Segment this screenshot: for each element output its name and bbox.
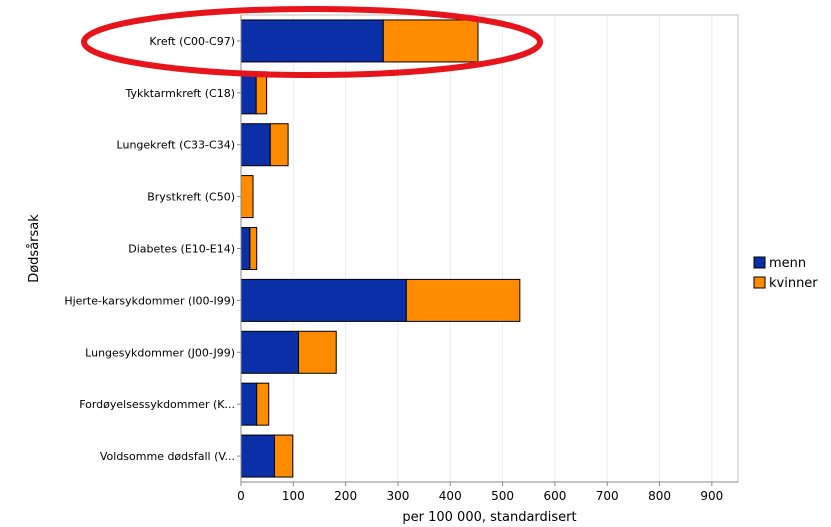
bar-kvinner (405, 278, 521, 322)
bar-menn (240, 330, 300, 374)
category-labels: Kreft (C00-C97) Tykktarmkreft (C18) Lungek… (64, 35, 235, 463)
category-label: Hjerte-karsykdommer (I00-I99) (64, 294, 235, 307)
bar-menn (240, 123, 271, 167)
bar-kvinner (255, 71, 268, 115)
category-label: Lungekreft (C33-C34) (117, 139, 235, 152)
category-label: Voldsomme dødsfall (V... (100, 450, 235, 463)
x-axis-title: per 100 000, standardisert (402, 510, 576, 525)
bar-menn (240, 227, 251, 270)
bar-kvinner (249, 227, 258, 270)
plot-area-frame (240, 14, 739, 483)
bar-kvinner (240, 175, 254, 219)
category-label: Tykktarmkreft (C18) (124, 87, 235, 100)
bar-kvinner (298, 330, 337, 374)
category-label: Fordøyelsessykdommer (K... (79, 398, 235, 411)
legend-swatch-menn (753, 256, 766, 269)
x-tick-label: 100 (282, 489, 305, 503)
bar-menn (240, 71, 257, 115)
x-tick-labels: 0 100 200 300 400 500 600 700 800 900 (237, 489, 723, 503)
bar-menn (240, 434, 275, 478)
x-tick-label: 800 (648, 489, 671, 503)
x-tick-label: 600 (543, 489, 566, 503)
x-tick-label: 300 (386, 489, 409, 503)
category-label: Kreft (C00-C97) (149, 35, 235, 48)
category-label: Brystkreft (C50) (147, 191, 235, 204)
highlight-annotation (81, 5, 543, 78)
bars (240, 19, 521, 478)
legend: menn kvinner (753, 256, 818, 291)
bar-menn (240, 382, 258, 426)
legend-label-menn: menn (769, 256, 806, 271)
legend-label-kvinner: kvinner (769, 276, 818, 291)
bar-kvinner (382, 19, 479, 63)
grid-lines (240, 15, 713, 482)
x-tick-label: 500 (491, 489, 514, 503)
bar-menn (240, 278, 407, 322)
x-tick-label: 200 (334, 489, 357, 503)
legend-swatch-kvinner (753, 276, 766, 289)
bar-kvinner (269, 123, 289, 167)
bar-kvinner (273, 434, 294, 478)
x-tick-label: 700 (596, 489, 619, 503)
category-label: Lungesykdommer (J00-J99) (85, 346, 235, 359)
axes (237, 15, 738, 486)
bar-menn (240, 19, 384, 63)
bar-kvinner (256, 382, 270, 426)
x-tick-label: 400 (439, 489, 462, 503)
x-tick-label: 0 (237, 489, 245, 503)
x-tick-label: 900 (700, 489, 723, 503)
highlight-ellipse (81, 5, 543, 78)
y-axis-title: Dødsårsak (27, 214, 42, 283)
category-label: Diabetes (E10-E14) (128, 243, 235, 256)
